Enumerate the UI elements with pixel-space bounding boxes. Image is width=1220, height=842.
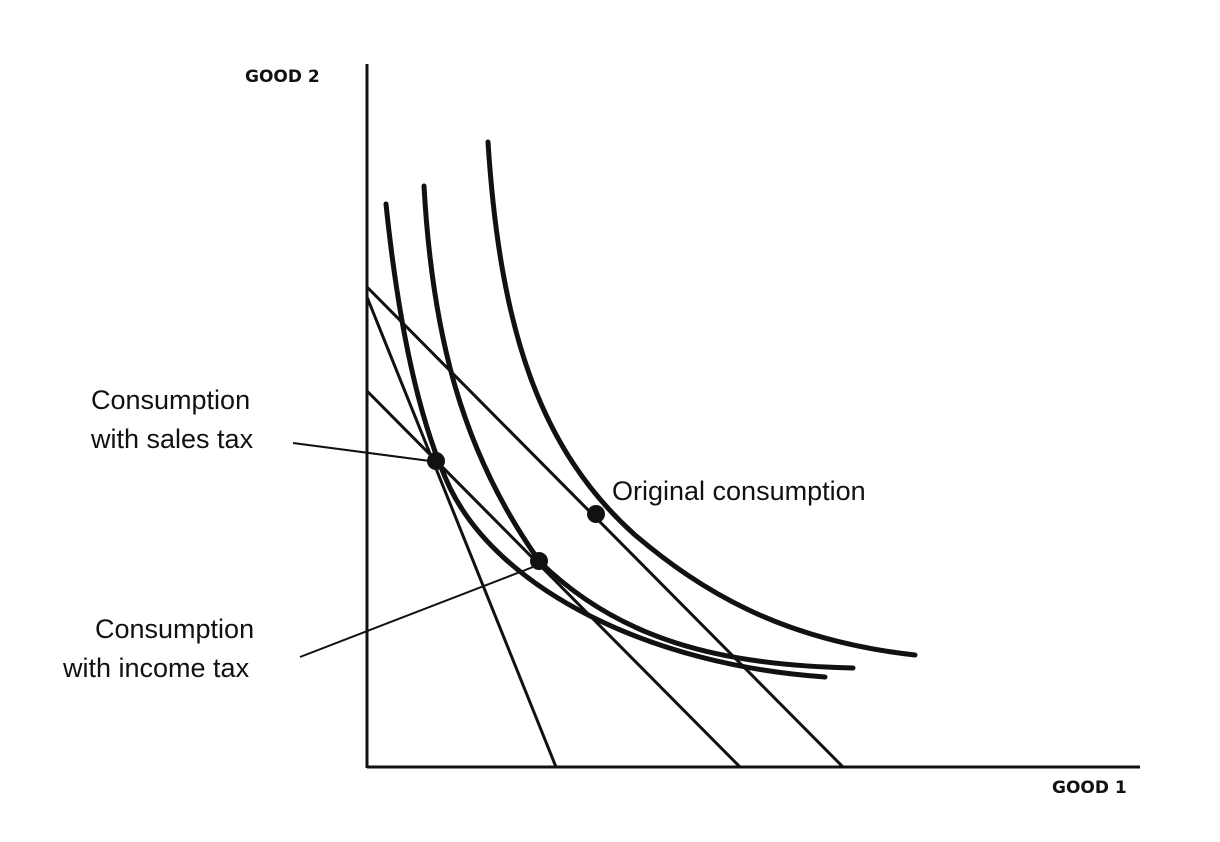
point-sales-tax-consumption xyxy=(427,452,445,470)
annotation-original: Original consumption xyxy=(612,476,866,506)
y-axis-label: GOOD 2 xyxy=(245,67,320,87)
annotation-income-tax-line1: Consumption xyxy=(95,614,254,644)
x-axis-label: GOOD 1 xyxy=(1052,778,1127,798)
point-income-tax-consumption xyxy=(530,552,548,570)
leader-income-tax xyxy=(299,566,534,658)
indifference-curve-low xyxy=(383,201,828,680)
budget-line-sales-tax xyxy=(365,296,558,768)
leader-sales-tax xyxy=(292,442,431,462)
indifference-curve-high xyxy=(485,139,918,658)
annotation-sales-tax-line1: Consumption xyxy=(91,385,250,415)
budget-line-original xyxy=(365,285,845,769)
annotation-income-tax-line2: with income tax xyxy=(62,653,250,683)
budget-line-income-tax xyxy=(365,389,742,769)
annotation-sales-tax-line2: with sales tax xyxy=(90,424,254,454)
point-original-consumption xyxy=(587,505,605,523)
